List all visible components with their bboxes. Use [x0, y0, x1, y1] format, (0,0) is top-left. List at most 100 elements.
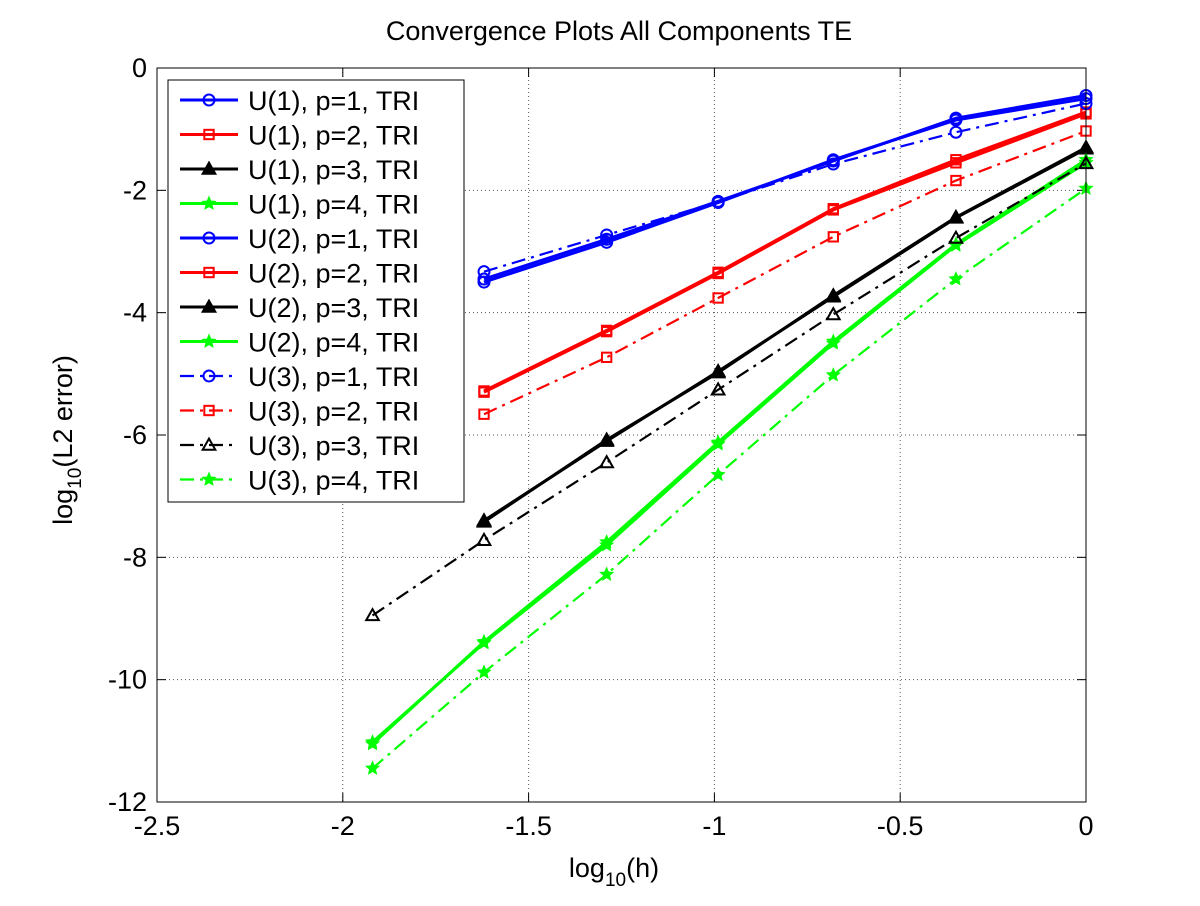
triangle-marker — [475, 531, 493, 546]
legend-label: U(3), p=1, TRI — [248, 362, 419, 392]
legend-entry-8: U(2), p=4, TRI — [180, 328, 419, 358]
legend-entry-6: U(2), p=2, TRI — [180, 259, 419, 289]
star-marker — [476, 634, 492, 650]
y-tick-label: -12 — [108, 787, 147, 817]
square-marker — [203, 128, 215, 141]
triangle-marker — [947, 208, 964, 223]
y-tick-label: 0 — [132, 53, 147, 83]
circle-marker — [600, 228, 614, 242]
series-line — [483, 102, 1087, 273]
star-marker — [599, 537, 615, 552]
legend-label: U(3), p=3, TRI — [248, 431, 419, 461]
legend-entry-1: U(1), p=1, TRI — [180, 86, 419, 116]
legend-entry-9: U(3), p=1, TRI — [180, 362, 419, 392]
star-marker — [825, 335, 841, 350]
square-marker — [203, 266, 215, 279]
legend-label: U(2), p=4, TRI — [248, 328, 419, 358]
legend: U(1), p=1, TRI U(1), p=2, TRI U(1), p=3, T… — [167, 79, 465, 503]
triangle-marker — [710, 381, 727, 396]
y-axis-label: log10(L2 error) — [48, 355, 86, 525]
y-tick-label: -8 — [123, 542, 147, 572]
triangle-marker — [598, 454, 615, 469]
legend-label: U(1), p=4, TRI — [248, 190, 419, 220]
square-marker — [600, 351, 613, 363]
star-marker — [825, 367, 841, 382]
circle-marker — [600, 232, 614, 246]
legend-label: U(1), p=2, TRI — [248, 121, 419, 151]
square-marker — [950, 157, 962, 169]
legend-entry-3: U(1), p=3, TRI — [180, 155, 419, 185]
triangle-marker — [710, 364, 727, 379]
circle-marker — [949, 125, 963, 139]
triangle-marker — [825, 306, 842, 321]
circle-marker — [949, 111, 963, 125]
circle-marker — [477, 272, 491, 286]
series-12 — [364, 180, 1094, 775]
circle-marker — [711, 195, 725, 209]
triangle-marker — [200, 160, 218, 175]
legend-label: U(2), p=3, TRI — [248, 293, 419, 323]
legend-label: U(2), p=1, TRI — [248, 224, 419, 254]
star-marker — [201, 471, 217, 486]
legend-entry-10: U(3), p=2, TRI — [180, 397, 419, 427]
star-marker — [201, 195, 217, 210]
legend-box — [167, 79, 465, 503]
y-tick-label: -10 — [108, 665, 147, 695]
square-marker — [712, 292, 724, 304]
square-marker — [827, 204, 839, 216]
star-marker — [599, 566, 615, 581]
legend-label: U(1), p=1, TRI — [248, 86, 419, 116]
legend-label: U(3), p=2, TRI — [248, 397, 419, 427]
x-tick-label: -1 — [702, 811, 726, 841]
y-tick-label: -2 — [123, 175, 147, 205]
series-line — [483, 112, 1087, 394]
star-marker — [364, 760, 381, 775]
square-marker — [478, 408, 490, 420]
legend-entry-11: U(3), p=3, TRI — [180, 431, 419, 461]
x-axis-label: log10(h) — [569, 853, 659, 891]
chart-title: Convergence Plots All Components TE — [386, 16, 852, 46]
series-10 — [478, 125, 1092, 420]
star-marker — [201, 333, 217, 348]
triangle-marker — [475, 513, 493, 528]
square-marker — [712, 267, 724, 280]
star-marker — [710, 436, 726, 451]
x-tick-label: -1.5 — [505, 811, 552, 841]
series-line — [483, 129, 1087, 416]
legend-label: U(2), p=2, TRI — [248, 259, 419, 289]
legend-entry-2: U(1), p=2, TRI — [180, 121, 419, 151]
square-marker — [478, 386, 490, 398]
triangle-marker — [825, 287, 842, 302]
triangle-marker — [200, 298, 218, 313]
circle-marker — [202, 231, 216, 245]
triangle-marker — [364, 607, 381, 622]
series-8 — [364, 154, 1094, 749]
series-line — [371, 162, 1087, 617]
square-marker — [203, 404, 215, 417]
legend-entry-5: U(2), p=1, TRI — [180, 224, 419, 254]
triangle-marker — [598, 431, 615, 446]
square-marker — [600, 325, 613, 338]
star-marker — [476, 664, 492, 679]
series-line — [483, 146, 1087, 524]
star-marker — [710, 466, 726, 482]
square-marker — [827, 231, 839, 243]
star-marker — [948, 271, 964, 286]
circle-marker — [202, 369, 216, 383]
series-line — [483, 94, 1087, 281]
legend-entry-12: U(3), p=4, TRI — [180, 466, 419, 496]
y-tick-label: -4 — [123, 298, 147, 328]
x-tick-label: 0 — [1078, 811, 1093, 841]
circle-marker — [826, 157, 840, 171]
axes-frame — [156, 67, 1087, 803]
legend-label: U(3), p=4, TRI — [248, 466, 419, 496]
legend-label: U(1), p=3, TRI — [248, 155, 419, 185]
legend-entry-4: U(1), p=4, TRI — [180, 190, 419, 220]
series-7 — [475, 139, 1095, 528]
triangle-marker — [200, 436, 218, 451]
triangle-marker — [947, 229, 964, 244]
circle-marker — [477, 265, 491, 279]
star-marker — [364, 734, 381, 749]
